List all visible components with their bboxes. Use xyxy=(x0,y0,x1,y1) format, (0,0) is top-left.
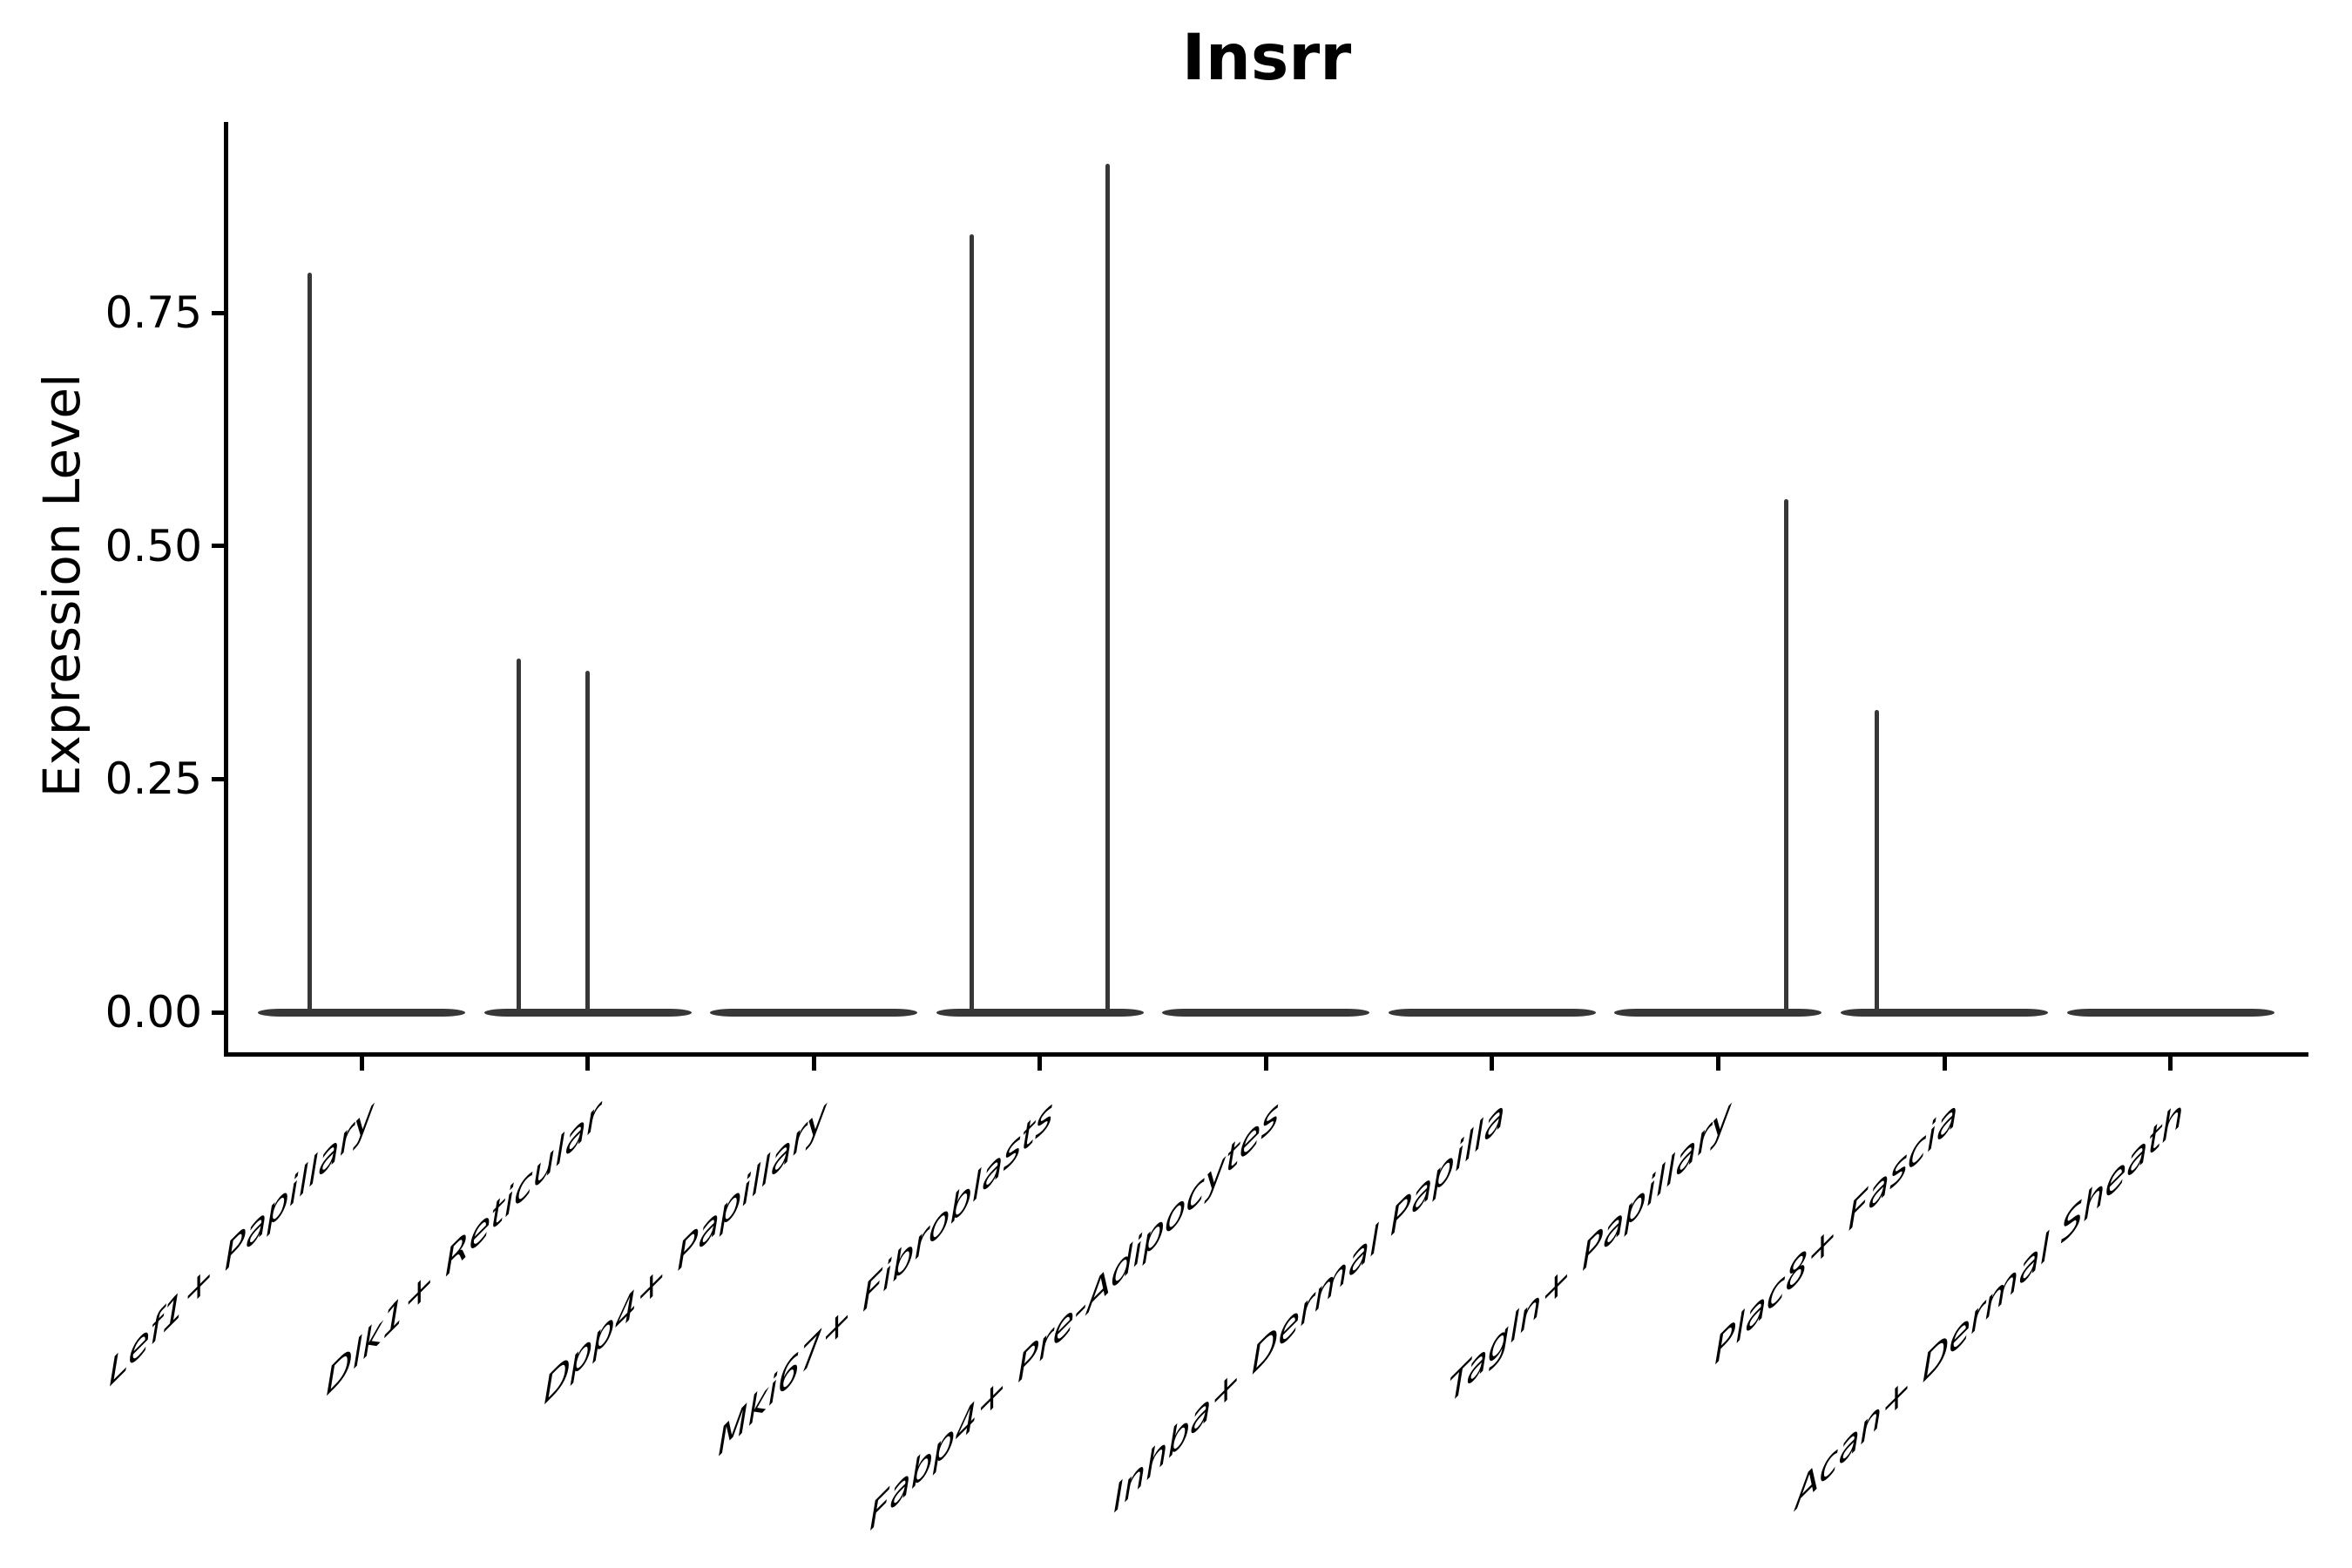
violin-body xyxy=(1841,1008,2049,1017)
x-tick-mark xyxy=(1715,1056,1720,1071)
violin-body xyxy=(258,1008,465,1017)
x-tick-label: Mki67+ Fibroblasts xyxy=(718,1091,1053,1466)
violin-body xyxy=(1162,1008,1370,1017)
violin-body xyxy=(483,1008,692,1017)
violin-spike xyxy=(1105,164,1110,1012)
x-tick-mark xyxy=(1942,1056,1947,1071)
x-tick-mark xyxy=(1263,1056,1268,1071)
x-tick-mark xyxy=(585,1056,591,1071)
x-tick-mark xyxy=(359,1056,364,1071)
y-tick-label: 0.00 xyxy=(105,987,202,1037)
violin-spike xyxy=(585,671,590,1012)
x-tick-mark xyxy=(2168,1056,2173,1071)
y-tick-mark xyxy=(212,310,226,315)
y-tick-label: 0.25 xyxy=(105,754,202,805)
violin-spike xyxy=(1875,710,1880,1012)
x-tick-mark xyxy=(1037,1056,1043,1071)
violin-body xyxy=(1388,1008,1596,1017)
violin-body xyxy=(1614,1008,1822,1017)
y-axis-label: Expression Level xyxy=(32,373,91,798)
y-tick-label: 0.75 xyxy=(105,287,202,339)
y-axis-spine xyxy=(224,122,228,1057)
violin-body xyxy=(936,1008,1144,1017)
violin-spike xyxy=(307,273,312,1012)
chart-title: Insrr xyxy=(1181,21,1352,95)
x-tick-label: Fabp4+ Pre-Adipocytes xyxy=(869,1091,1280,1541)
y-tick-mark xyxy=(212,544,226,549)
y-tick-mark xyxy=(212,776,226,781)
x-tick-label: Lef1+ Papillary xyxy=(109,1091,375,1396)
violin-spike xyxy=(517,659,522,1012)
x-tick-mark xyxy=(1490,1056,1495,1071)
x-tick-label: Inhba+ Dermal Papilla xyxy=(1113,1091,1505,1523)
y-tick-mark xyxy=(212,1010,226,1015)
violin-spike xyxy=(970,234,975,1012)
violin-body xyxy=(710,1008,918,1017)
x-tick-mark xyxy=(811,1056,816,1071)
x-axis-spine xyxy=(224,1052,2308,1057)
y-tick-label: 0.50 xyxy=(105,520,202,571)
violin-body xyxy=(2066,1008,2274,1017)
violin-spike xyxy=(1783,499,1788,1012)
x-tick-label: Plac8+ Fascia xyxy=(1713,1091,1958,1375)
x-tick-label: Acan+ Dermal Sheath xyxy=(1795,1091,2184,1519)
